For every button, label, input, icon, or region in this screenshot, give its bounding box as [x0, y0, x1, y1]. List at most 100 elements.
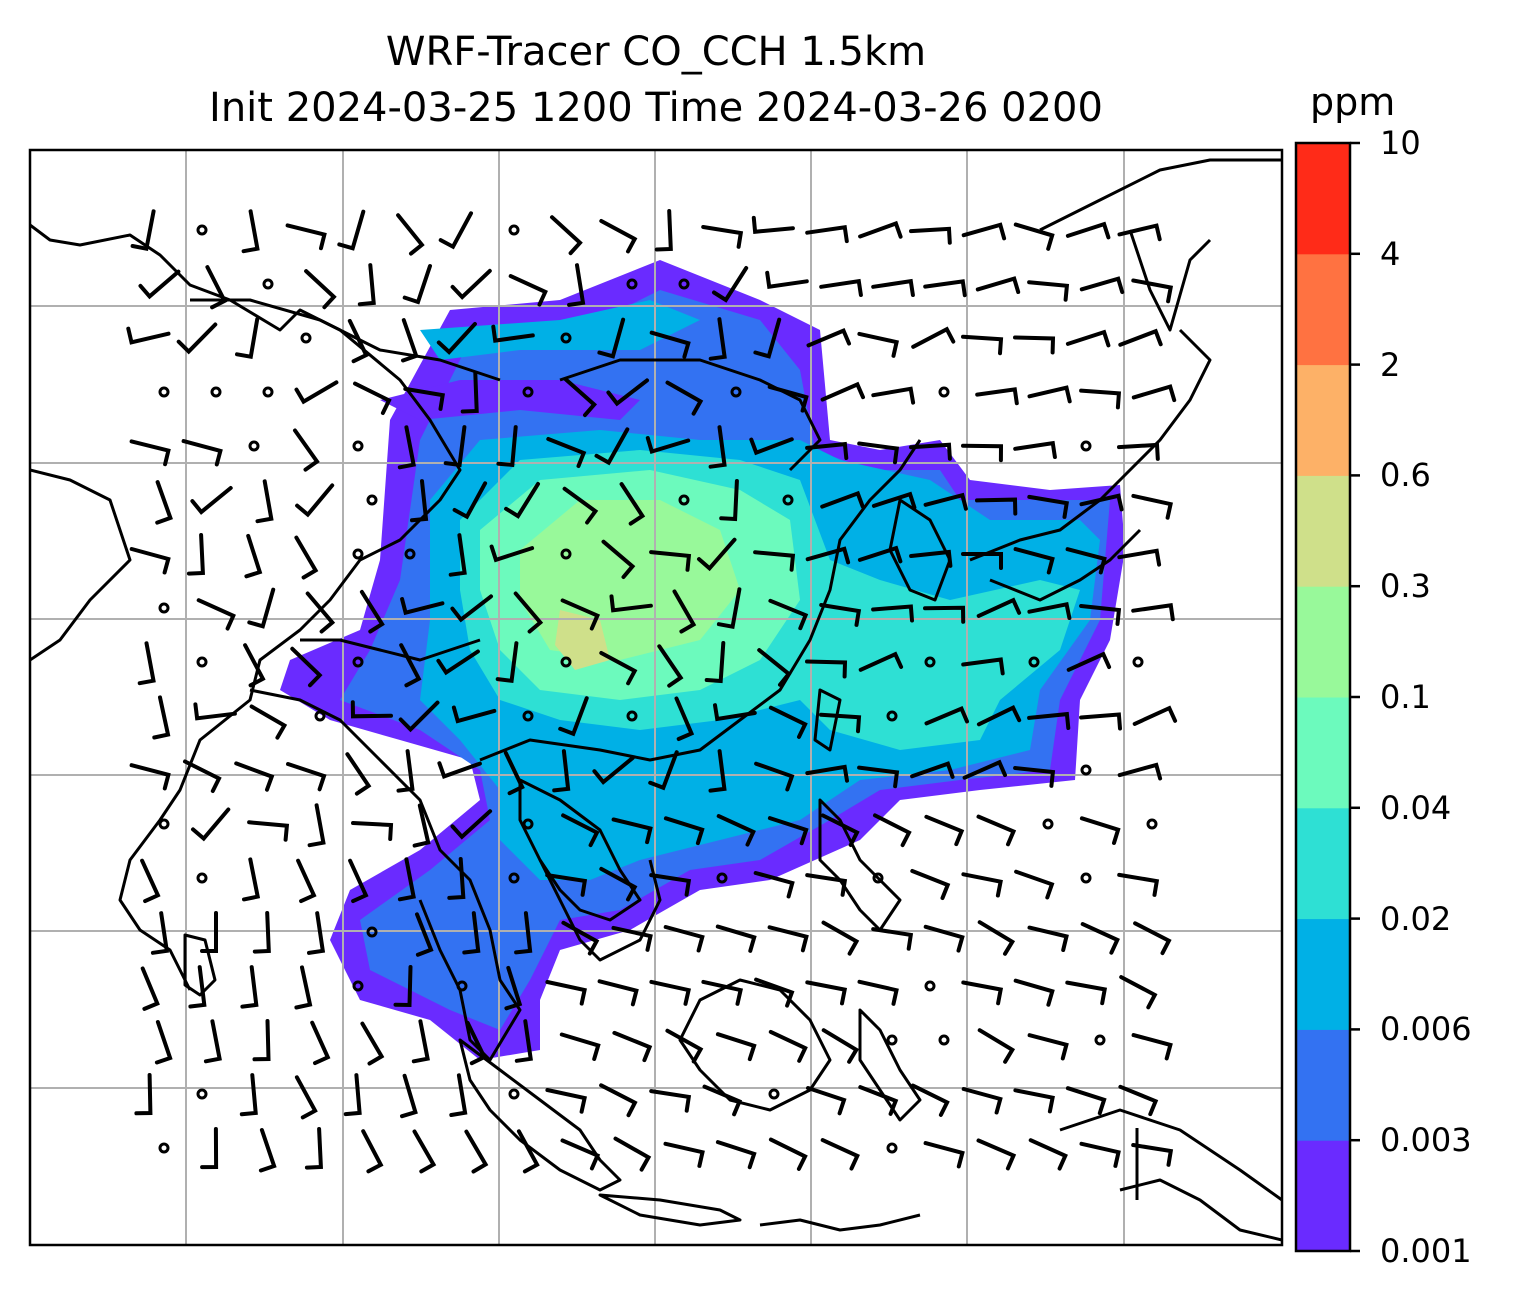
wind-barb	[140, 858, 161, 904]
wind-barb	[1027, 601, 1072, 620]
calm-wind-marker	[1080, 764, 1092, 776]
wind-barb	[704, 641, 726, 684]
wind-barb	[503, 750, 525, 796]
wind-barb	[400, 1073, 418, 1119]
calm-wind-marker	[352, 440, 364, 452]
wind-barb	[558, 696, 589, 737]
colorbar-unit: ppm	[1310, 80, 1396, 124]
wind-barb	[294, 965, 313, 1010]
wind-barb	[307, 803, 326, 848]
wind-barb	[347, 318, 369, 364]
wind-barb	[1027, 1033, 1069, 1061]
wind-barb	[923, 605, 966, 624]
wind-barb	[130, 209, 156, 252]
calm-wind-marker	[196, 872, 208, 884]
coastline-indochina	[479, 439, 922, 762]
wind-barbs	[126, 209, 1178, 1174]
wind-barb	[193, 702, 237, 721]
wind-barb	[708, 425, 727, 469]
wind-barb	[449, 1073, 468, 1117]
wind-barb	[712, 266, 749, 303]
wind-barb	[767, 816, 809, 846]
wind-barb	[821, 813, 860, 847]
wind-barb	[154, 1020, 173, 1065]
wind-barb	[871, 604, 914, 623]
wind-barb	[205, 265, 228, 310]
wind-barb	[560, 598, 601, 631]
wind-barb	[460, 371, 479, 414]
wind-barb	[134, 1073, 153, 1116]
wind-barb	[611, 925, 653, 952]
wind-barb	[546, 437, 587, 468]
wind-barb	[715, 924, 757, 953]
wind-barb	[452, 481, 488, 520]
calm-wind-marker	[366, 926, 378, 938]
wind-barb	[305, 591, 336, 634]
wind-barb	[464, 1129, 489, 1174]
wind-barb	[977, 920, 1016, 956]
wind-barb	[819, 712, 862, 734]
wind-barb	[606, 378, 649, 407]
wind-barb	[1117, 762, 1163, 781]
wind-barb	[561, 813, 600, 848]
wind-barb	[1131, 603, 1175, 622]
calm-wind-marker	[158, 602, 170, 614]
wind-barb	[495, 641, 519, 684]
wind-barb	[514, 911, 533, 955]
wind-barb	[1079, 388, 1122, 410]
wind-barb	[858, 220, 903, 239]
wind-barb	[400, 597, 445, 616]
wind-barb	[923, 492, 968, 511]
wind-barb	[909, 549, 953, 568]
wind-barb	[1065, 547, 1107, 575]
wind-barb	[243, 643, 266, 688]
wind-barb	[1131, 278, 1174, 304]
wind-barb	[716, 587, 742, 630]
plume-level-7	[555, 610, 610, 670]
wind-barb	[976, 814, 1017, 847]
wind-barb	[234, 761, 275, 792]
wind-barb	[489, 544, 535, 563]
coastline-mongolia	[190, 298, 501, 382]
calm-wind-marker	[456, 980, 468, 992]
wind-barb	[961, 334, 1004, 356]
wind-barb	[649, 550, 692, 572]
wind-barb	[397, 857, 416, 902]
wind-barb	[768, 1137, 808, 1171]
wind-barb	[552, 749, 571, 793]
wind-barb	[450, 268, 492, 300]
wind-barb	[857, 545, 903, 564]
wind-barb	[410, 479, 429, 523]
wind-barb	[290, 646, 323, 688]
wind-barb	[296, 858, 317, 904]
wind-barb	[295, 483, 335, 518]
wind-barb	[504, 481, 540, 519]
wind-barb	[450, 809, 493, 840]
wind-barb	[516, 1129, 540, 1174]
wind-barb	[1079, 604, 1122, 626]
colorbar-tick-label: 0.6	[1380, 456, 1431, 495]
map-title-line1: WRF-Tracer CO_CCH 1.5km	[385, 29, 927, 75]
coastline-ceylon	[183, 933, 217, 997]
wind-barb	[304, 1127, 323, 1170]
wind-barb	[1065, 221, 1111, 240]
wind-barb	[599, 219, 638, 254]
wind-barb	[412, 803, 431, 848]
wind-barb	[909, 226, 952, 245]
wind-barb	[1027, 494, 1069, 519]
wind-barb	[241, 209, 260, 254]
wind-barb	[768, 1029, 808, 1063]
wind-barb	[559, 1032, 601, 1061]
wind-barb	[560, 1138, 601, 1171]
wind-barb	[601, 539, 636, 579]
colorbar-segment	[1296, 918, 1350, 1030]
wind-barb	[508, 274, 548, 307]
calm-wind-marker	[522, 710, 534, 722]
calm-wind-marker	[938, 1034, 950, 1046]
calm-wind-marker	[678, 278, 690, 290]
wind-barb	[821, 920, 860, 956]
calm-wind-marker	[626, 710, 638, 722]
wind-barb	[138, 269, 181, 300]
calm-wind-marker	[1042, 818, 1054, 830]
